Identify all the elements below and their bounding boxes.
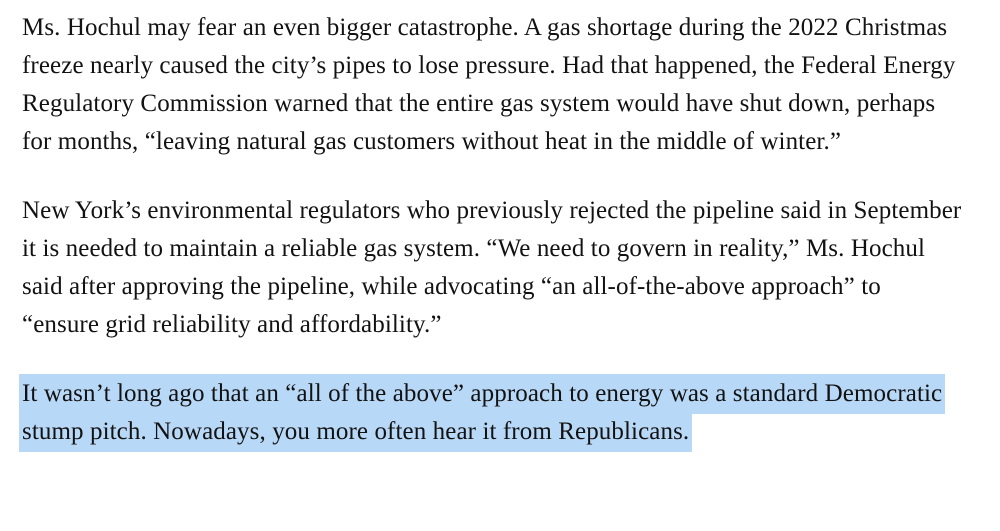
paragraph-highlighted: It wasn’t long ago that an “all of the a… <box>19 374 964 452</box>
article-body: Ms. Hochul may fear an even bigger catas… <box>19 14 964 452</box>
text-selection-highlight: It wasn’t long ago that an “all of the a… <box>19 374 946 452</box>
paragraph: New York’s environmental regulators who … <box>22 197 962 338</box>
paragraph: Ms. Hochul may fear an even bigger catas… <box>22 14 956 155</box>
